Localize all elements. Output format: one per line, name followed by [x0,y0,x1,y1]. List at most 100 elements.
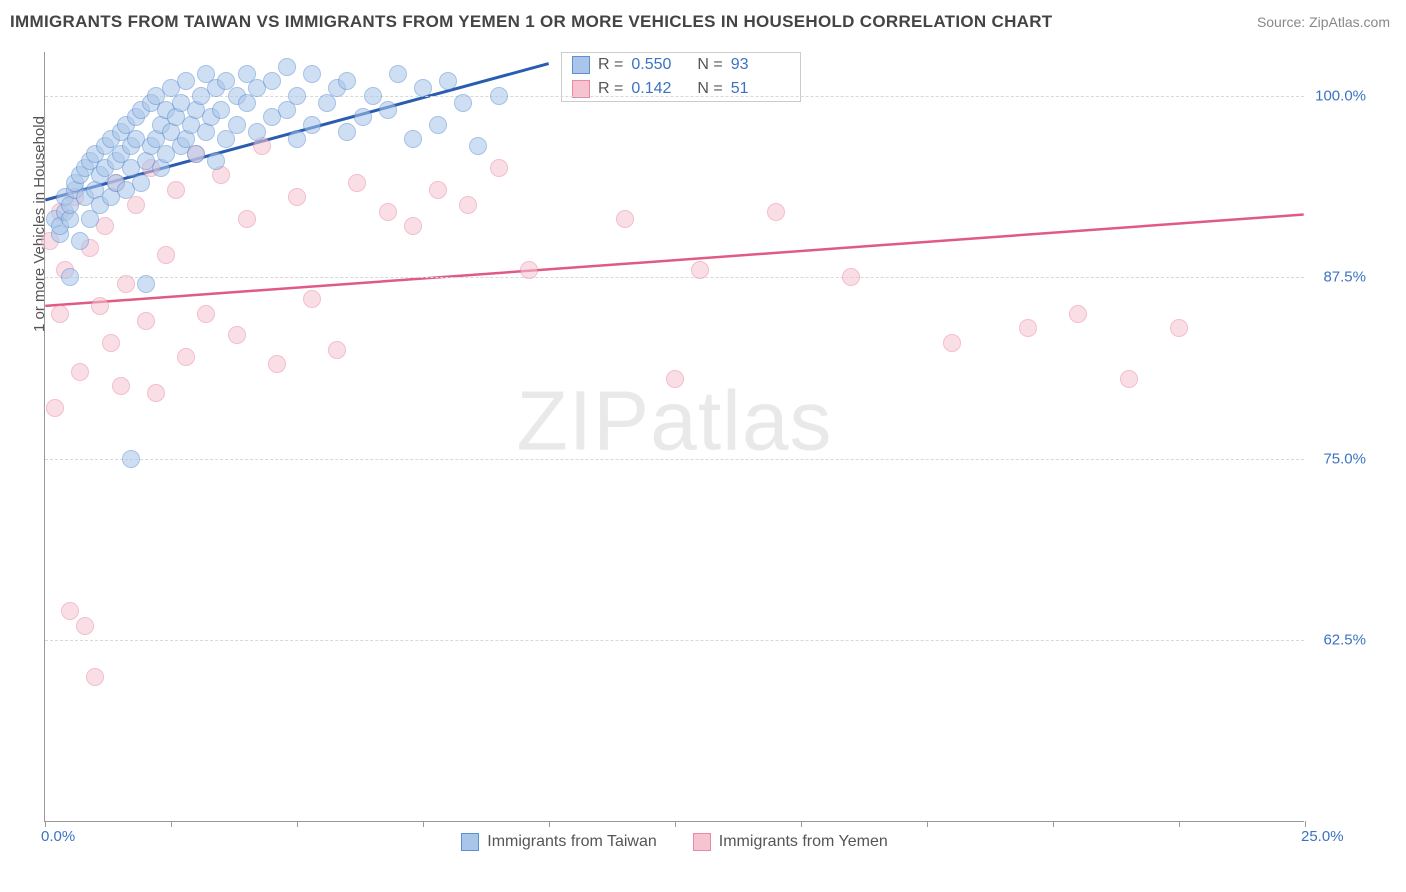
x-tick-mark [1179,821,1180,827]
x-tick-mark [45,821,46,827]
scatter-point [61,602,79,620]
scatter-point [102,334,120,352]
chart-container: IMMIGRANTS FROM TAIWAN VS IMMIGRANTS FRO… [0,0,1406,892]
scatter-point [328,341,346,359]
scatter-point [666,370,684,388]
scatter-point [117,275,135,293]
scatter-point [1170,319,1188,337]
x-tick-mark [801,821,802,827]
x-tick-label: 0.0% [41,828,75,845]
scatter-point [177,72,195,90]
x-tick-mark [927,821,928,827]
scatter-point [122,450,140,468]
scatter-point [288,130,306,148]
chart-title: IMMIGRANTS FROM TAIWAN VS IMMIGRANTS FRO… [10,12,1053,32]
scatter-point [228,326,246,344]
trend-lines [45,52,1304,821]
scatter-point [767,203,785,221]
legend-label: Immigrants from Taiwan [487,833,657,851]
scatter-point [137,275,155,293]
series-legend: Immigrants from Taiwan Immigrants from Ye… [45,833,1304,851]
scatter-point [197,305,215,323]
scatter-point [288,188,306,206]
scatter-point [288,87,306,105]
scatter-point [76,617,94,635]
scatter-point [490,87,508,105]
legend-item: Immigrants from Taiwan [461,833,657,851]
x-tick-mark [171,821,172,827]
scatter-point [338,123,356,141]
scatter-point [187,145,205,163]
y-tick-label: 62.5% [1323,632,1366,649]
scatter-point [348,174,366,192]
scatter-point [278,58,296,76]
trend-line [45,215,1303,306]
scatter-point [167,181,185,199]
scatter-point [112,377,130,395]
scatter-point [429,181,447,199]
source-attribution: Source: ZipAtlas.com [1257,14,1390,30]
legend-item: Immigrants from Yemen [693,833,888,851]
scatter-point [842,268,860,286]
x-tick-mark [423,821,424,827]
scatter-point [1120,370,1138,388]
scatter-point [303,290,321,308]
scatter-point [303,116,321,134]
stats-legend-box: R =0.550N =93R =0.142N =51 [561,52,801,102]
scatter-point [61,268,79,286]
r-label: R = [598,56,623,74]
scatter-point [51,305,69,323]
gridline-h [45,277,1304,278]
scatter-point [86,668,104,686]
scatter-point [354,108,372,126]
scatter-point [379,203,397,221]
scatter-point [691,261,709,279]
scatter-point [520,261,538,279]
n-value: 93 [731,56,749,74]
scatter-point [71,232,89,250]
scatter-point [137,312,155,330]
scatter-point [207,152,225,170]
x-tick-mark [297,821,298,827]
scatter-point [1019,319,1037,337]
scatter-point [263,72,281,90]
y-tick-label: 75.0% [1323,450,1366,467]
scatter-point [228,116,246,134]
legend-label: Immigrants from Yemen [719,833,888,851]
scatter-point [177,348,195,366]
plot-area: 1 or more Vehicles in Household ZIPatlas… [44,52,1304,822]
scatter-point [46,399,64,417]
gridline-h [45,459,1304,460]
y-tick-label: 100.0% [1315,87,1366,104]
scatter-point [459,196,477,214]
scatter-point [439,72,457,90]
scatter-point [127,196,145,214]
x-tick-mark [549,821,550,827]
scatter-point [1069,305,1087,323]
legend-swatch [693,833,711,851]
scatter-point [616,210,634,228]
scatter-point [91,297,109,315]
scatter-point [248,123,266,141]
x-tick-mark [675,821,676,827]
gridline-h [45,640,1304,641]
scatter-point [389,65,407,83]
scatter-point [132,174,150,192]
scatter-point [268,355,286,373]
x-tick-label: 25.0% [1301,828,1344,845]
legend-swatch [461,833,479,851]
scatter-point [303,65,321,83]
scatter-point [71,363,89,381]
scatter-point [429,116,447,134]
n-label: N = [697,56,722,74]
x-tick-mark [1305,821,1306,827]
scatter-point [490,159,508,177]
scatter-point [212,101,230,119]
series-swatch [572,56,590,74]
stats-row: R =0.142N =51 [562,77,800,101]
scatter-point [404,217,422,235]
scatter-point [404,130,422,148]
x-tick-mark [1053,821,1054,827]
scatter-point [469,137,487,155]
scatter-point [379,101,397,119]
